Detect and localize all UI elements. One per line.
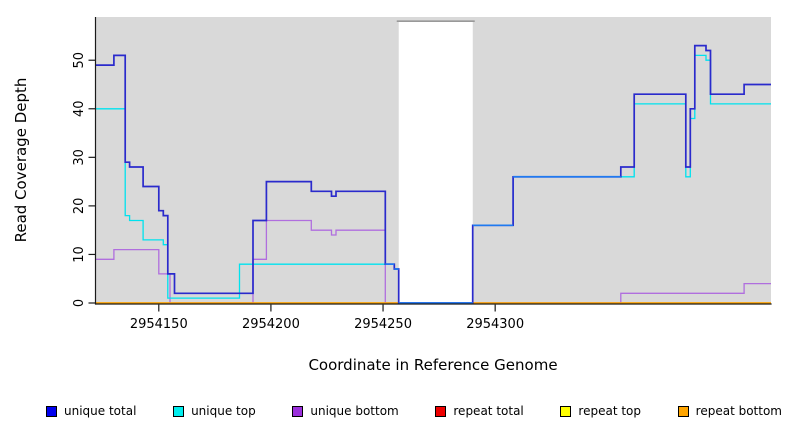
legend-item-repeat-top: repeat top <box>560 404 641 418</box>
legend-item-unique-total: unique total <box>46 404 136 418</box>
x-tick-label: 2954200 <box>242 317 300 332</box>
x-tick-label: 2954300 <box>466 317 524 332</box>
legend-label: unique bottom <box>310 404 399 418</box>
legend-swatch-unique-top <box>173 405 185 417</box>
legend-label: repeat top <box>578 404 642 418</box>
x-tick-label: 2954250 <box>354 317 412 332</box>
y-tick-label: 40 <box>72 100 87 117</box>
gap-region <box>398 20 473 305</box>
legend-label: repeat bottom <box>695 404 782 418</box>
legend: unique total unique top unique bottom re… <box>46 401 782 421</box>
legend-item-unique-top: unique top <box>173 404 256 418</box>
legend-item-unique-bottom: unique bottom <box>292 404 399 418</box>
legend-swatch-unique-total <box>46 405 57 417</box>
legend-label: unique total <box>64 404 137 418</box>
legend-item-repeat-total: repeat total <box>435 404 524 418</box>
y-axis-title: Read Coverage Depth <box>12 77 30 243</box>
legend-label: unique top <box>191 404 256 418</box>
legend-swatch-repeat-bottom <box>677 405 689 417</box>
y-tick-label: 50 <box>72 52 87 69</box>
legend-swatch-repeat-top <box>560 405 572 417</box>
y-tick-label: 30 <box>72 149 87 166</box>
y-tick-label: 10 <box>72 246 87 263</box>
y-tick-label: 20 <box>72 198 87 215</box>
legend-label: repeat total <box>453 404 524 418</box>
legend-item-repeat-bottom: repeat bottom <box>677 404 782 418</box>
legend-swatch-repeat-total <box>435 405 447 417</box>
x-tick-label: 2954150 <box>130 317 188 332</box>
y-tick-label: 0 <box>72 299 87 307</box>
unique-total-line <box>96 44 771 304</box>
legend-swatch-unique-bottom <box>292 405 304 417</box>
unique-bottom-line <box>96 219 771 304</box>
x-axis-title: Coordinate in Reference Genome <box>308 356 558 374</box>
